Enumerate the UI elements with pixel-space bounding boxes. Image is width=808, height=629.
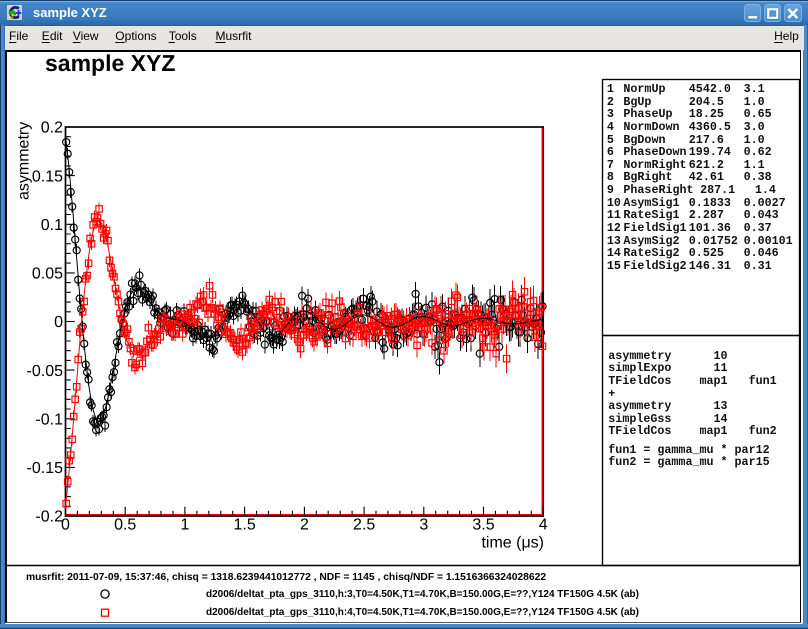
svg-text:1: 1: [180, 517, 189, 534]
svg-text:asymmetry: asymmetry: [16, 122, 33, 200]
svg-text:-0.2: -0.2: [35, 509, 63, 526]
svg-text:0.5: 0.5: [114, 517, 136, 534]
svg-text:0.15: 0.15: [32, 168, 63, 185]
svg-text:time (μs): time (μs): [481, 535, 544, 552]
svg-text:2.5: 2.5: [353, 517, 375, 534]
svg-text:4: 4: [539, 517, 548, 534]
svg-text:0.2: 0.2: [41, 120, 63, 137]
svg-text:-0.15: -0.15: [27, 460, 64, 477]
svg-text:0.05: 0.05: [32, 266, 63, 283]
svg-text:1.5: 1.5: [233, 517, 255, 534]
svg-text:3.5: 3.5: [472, 517, 494, 534]
svg-text:3: 3: [419, 517, 428, 534]
svg-text:0.1: 0.1: [41, 217, 63, 234]
svg-text:-0.05: -0.05: [27, 363, 64, 380]
svg-text:0: 0: [54, 314, 63, 331]
svg-text:2: 2: [300, 517, 309, 534]
svg-text:sample XYZ: sample XYZ: [45, 50, 175, 76]
svg-text:-0.1: -0.1: [35, 411, 63, 428]
svg-text:0: 0: [61, 517, 70, 534]
